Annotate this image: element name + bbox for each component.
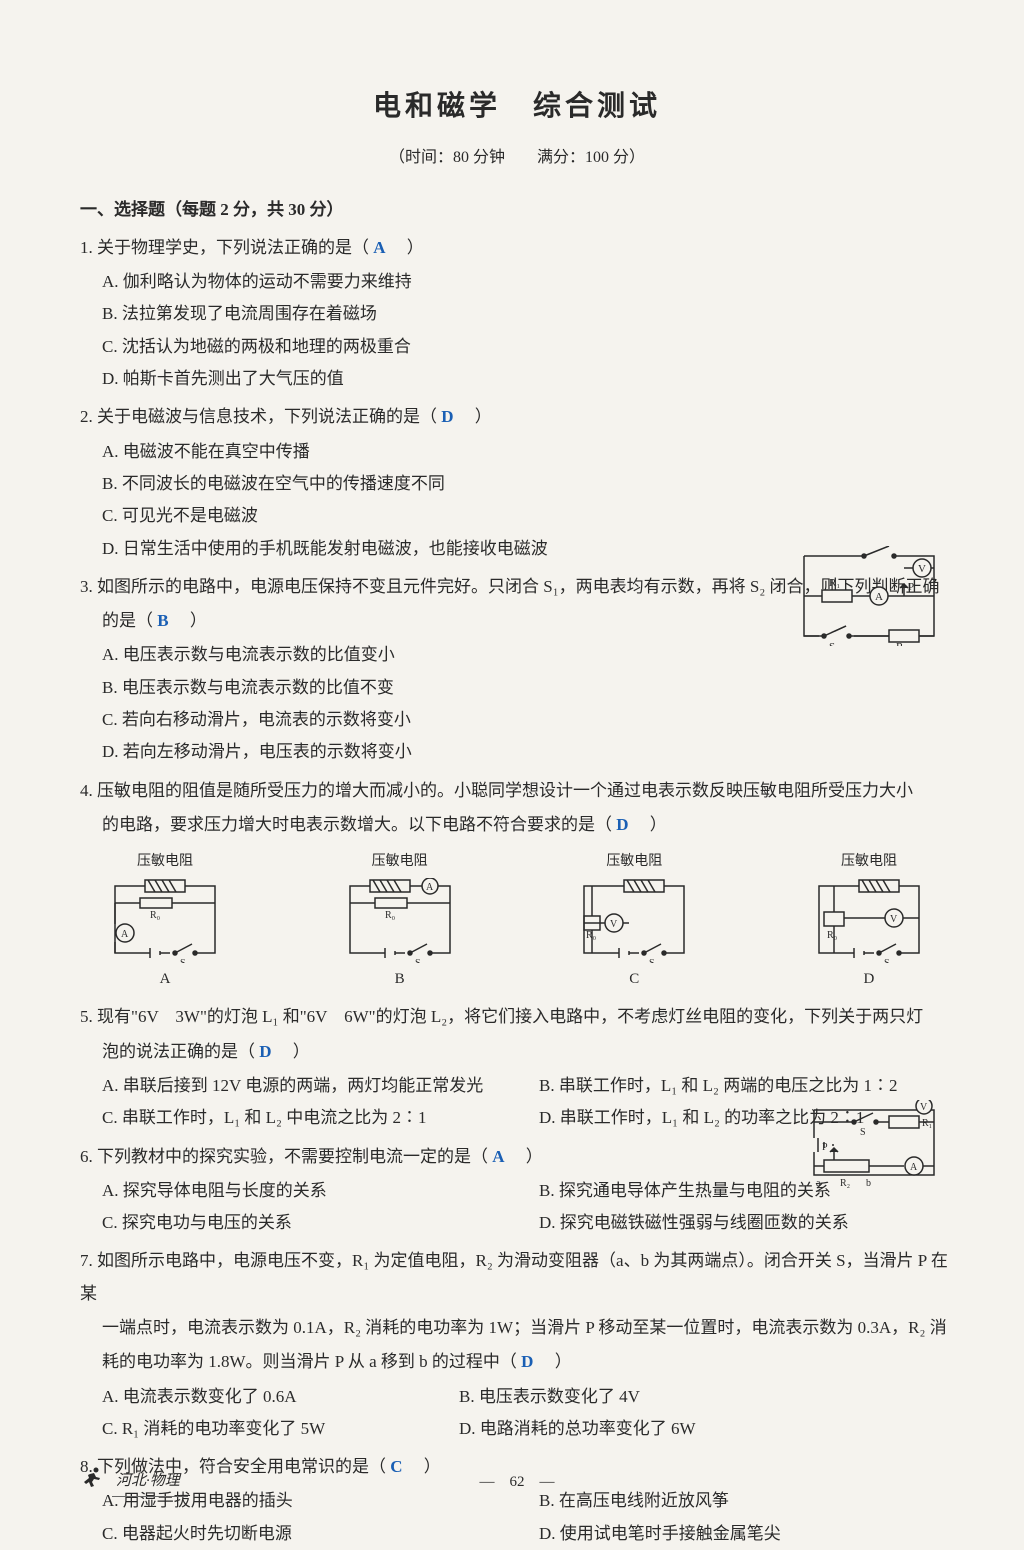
section-1-header: 一、选择题（每题 2 分，共 30 分） bbox=[80, 194, 954, 226]
q7-opt-c: C. R₁ 消耗的电功率变化了 5W bbox=[80, 1413, 437, 1445]
q4-letter-b: B bbox=[395, 965, 405, 994]
q4-letter-a: A bbox=[160, 965, 171, 994]
q3-stem-end: ） bbox=[173, 611, 207, 630]
q4-answer: D bbox=[616, 815, 628, 834]
q3-opt-d: D. 若向左移动滑片，电压表的示数将变小 bbox=[80, 736, 794, 768]
svg-text:P: P bbox=[908, 581, 914, 593]
q5-answer: D bbox=[259, 1042, 271, 1061]
q6-stem-end: ） bbox=[509, 1147, 543, 1166]
q3-stem-line2: 的是（ bbox=[102, 611, 153, 630]
q5-opt-a: A. 串联后接到 12V 电源的两端，两灯均能正常发光 bbox=[80, 1070, 517, 1102]
q1-stem-end: ） bbox=[390, 238, 424, 257]
q4-stem-line2: 的电路，要求压力增大时电表示数增大。以下电路不符合要求的是（ bbox=[102, 815, 612, 834]
q4-label-a: 压敏电阻 bbox=[137, 849, 193, 876]
q7-stem-line2: 一端点时，电流表示数为 0.1A，R₂ 消耗的电功率为 1W；当滑片 P 移动至… bbox=[80, 1312, 954, 1344]
svg-text:R₀: R₀ bbox=[150, 910, 161, 921]
svg-text:R₀: R₀ bbox=[385, 910, 396, 921]
svg-text:S₁: S₁ bbox=[876, 546, 886, 547]
footer-region: 河北·物理 bbox=[112, 1467, 188, 1498]
page-title: 电和磁学 综合测试 bbox=[80, 80, 954, 133]
svg-text:A: A bbox=[875, 591, 883, 603]
svg-text:S: S bbox=[884, 958, 890, 963]
q3-opt-a: A. 电压表示数与电流表示数的比值变小 bbox=[80, 639, 794, 671]
q5-stem-end: ） bbox=[276, 1042, 310, 1061]
svg-text:S: S bbox=[860, 1127, 866, 1138]
q2-opt-b: B. 不同波长的电磁波在空气中的传播速度不同 bbox=[80, 468, 954, 500]
svg-text:A: A bbox=[910, 1162, 918, 1173]
q4-circuit-a: 压敏电阻 R₀ A S A bbox=[100, 849, 230, 993]
q4-label-b: 压敏电阻 bbox=[372, 849, 428, 876]
q4-label-c: 压敏电阻 bbox=[606, 849, 662, 876]
svg-text:V: V bbox=[610, 919, 618, 930]
q1-stem: 1. 关于物理学史，下列说法正确的是（ bbox=[80, 238, 369, 257]
svg-text:P: P bbox=[822, 1142, 828, 1153]
svg-text:A: A bbox=[426, 882, 434, 893]
q5-opt-b: B. 串联工作时，L₁ 和 L₂ 两端的电压之比为 1∶2 bbox=[517, 1070, 954, 1102]
q3-answer: B bbox=[157, 611, 168, 630]
q4-circuit-b: 压敏电阻 A R₀ S B bbox=[335, 849, 465, 993]
svg-text:S₂: S₂ bbox=[829, 641, 839, 646]
q1-opt-b: B. 法拉第发现了电流周围存在着磁场 bbox=[80, 298, 954, 330]
q6-answer: A bbox=[492, 1147, 504, 1166]
q7-answer: D bbox=[521, 1352, 533, 1371]
q4-stem-end: ） bbox=[633, 815, 667, 834]
svg-text:b: b bbox=[866, 1178, 871, 1189]
q2-stem: 2. 关于电磁波与信息技术，下列说法正确的是（ bbox=[80, 407, 437, 426]
q2-opt-a: A. 电磁波不能在真空中传播 bbox=[80, 436, 954, 468]
q7-opt-b: B. 电压表示数变化了 4V bbox=[437, 1381, 794, 1413]
q3-opt-c: C. 若向右移动滑片，电流表的示数将变小 bbox=[80, 704, 794, 736]
q5-opt-c: C. 串联工作时，L₁ 和 L₂ 中电流之比为 2∶1 bbox=[80, 1102, 517, 1134]
q1-opt-d: D. 帕斯卡首先测出了大气压的值 bbox=[80, 363, 954, 395]
svg-text:R₁: R₁ bbox=[922, 1118, 932, 1129]
svg-text:a: a bbox=[816, 1178, 821, 1189]
q1-answer: A bbox=[373, 238, 385, 257]
q7-circuit-diagram: V S R₁ P a R₂ b A bbox=[804, 1100, 944, 1201]
q5-stem-line1: 5. 现有"6V 3W"的灯泡 L₁ 和"6V 6W"的灯泡 L₂，将它们接入电… bbox=[80, 1001, 954, 1033]
svg-text:R₂: R₂ bbox=[840, 1178, 850, 1189]
question-7: 7. 如图所示电路中，电源电压不变，R₁ 为定值电阻，R₂ 为滑动变阻器（a、b… bbox=[80, 1245, 954, 1445]
question-1: 1. 关于物理学史，下列说法正确的是（ A ） A. 伽利略认为物体的运动不需要… bbox=[80, 232, 954, 395]
q5-stem-line2: 泡的说法正确的是（ bbox=[102, 1042, 255, 1061]
q4-letter-d: D bbox=[864, 965, 875, 994]
svg-text:S: S bbox=[649, 958, 655, 963]
svg-text:S: S bbox=[415, 958, 421, 963]
runner-icon bbox=[80, 1466, 106, 1499]
svg-text:A: A bbox=[121, 929, 129, 940]
q2-stem-end: ） bbox=[458, 407, 492, 426]
q6-stem: 6. 下列教材中的探究实验，不需要控制电流一定的是（ bbox=[80, 1147, 488, 1166]
q1-opt-a: A. 伽利略认为物体的运动不需要力来维持 bbox=[80, 266, 954, 298]
q4-circuit-c: 压敏电阻 V R₀ S C bbox=[569, 849, 699, 993]
q2-opt-c: C. 可见光不是电磁波 bbox=[80, 500, 954, 532]
page-footer: 河北·物理 — 62 — bbox=[80, 1466, 954, 1499]
question-4: 4. 压敏电阻的阻值是随所受压力的增大而减小的。小聪同学想设计一个通过电表示数反… bbox=[80, 775, 954, 996]
q7-stem-line1: 7. 如图所示电路中，电源电压不变，R₁ 为定值电阻，R₂ 为滑动变阻器（a、b… bbox=[80, 1245, 954, 1310]
q1-opt-c: C. 沈括认为地磁的两极和地理的两极重合 bbox=[80, 331, 954, 363]
svg-text:R₀: R₀ bbox=[827, 930, 838, 941]
svg-text:V: V bbox=[918, 563, 926, 575]
q3-circuit-diagram: S₁ V R₁ A P S₂ R₂ bbox=[794, 546, 944, 657]
q7-opt-d: D. 电路消耗的总功率变化了 6W bbox=[437, 1413, 794, 1445]
svg-text:V: V bbox=[920, 1102, 928, 1113]
q7-opt-a: A. 电流表示数变化了 0.6A bbox=[80, 1381, 437, 1413]
q6-opt-c: C. 探究电功与电压的关系 bbox=[80, 1207, 517, 1239]
q3-opt-b: B. 电压表示数与电流表示数的比值不变 bbox=[80, 672, 794, 704]
q7-stem-line3: 耗的电功率为 1.8W。则当滑片 P 从 a 移到 b 的过程中（ bbox=[102, 1352, 517, 1371]
svg-text:R₁: R₁ bbox=[829, 577, 840, 589]
q4-stem-line1: 4. 压敏电阻的阻值是随所受压力的增大而减小的。小聪同学想设计一个通过电表示数反… bbox=[80, 775, 954, 807]
q8-opt-c: C. 电器起火时先切断电源 bbox=[80, 1518, 517, 1550]
svg-text:V: V bbox=[890, 914, 898, 925]
q4-letter-c: C bbox=[629, 965, 639, 994]
q8-opt-d: D. 使用试电笔时手接触金属笔尖 bbox=[517, 1518, 954, 1550]
q4-label-d: 压敏电阻 bbox=[841, 849, 897, 876]
page-subtitle: （时间：80 分钟 满分：100 分） bbox=[80, 143, 954, 173]
footer-page: — 62 — bbox=[479, 1468, 554, 1497]
q4-circuit-d: 压敏电阻 V R₀ S D bbox=[804, 849, 934, 993]
q6-opt-a: A. 探究导体电阻与长度的关系 bbox=[80, 1175, 517, 1207]
q2-answer: D bbox=[441, 407, 453, 426]
q6-opt-d: D. 探究电磁铁磁性强弱与线圈匝数的关系 bbox=[517, 1207, 954, 1239]
question-2: 2. 关于电磁波与信息技术，下列说法正确的是（ D ） A. 电磁波不能在真空中… bbox=[80, 401, 954, 564]
q7-stem-end: ） bbox=[538, 1352, 572, 1371]
svg-text:S: S bbox=[180, 958, 186, 963]
svg-text:R₂: R₂ bbox=[896, 641, 907, 646]
